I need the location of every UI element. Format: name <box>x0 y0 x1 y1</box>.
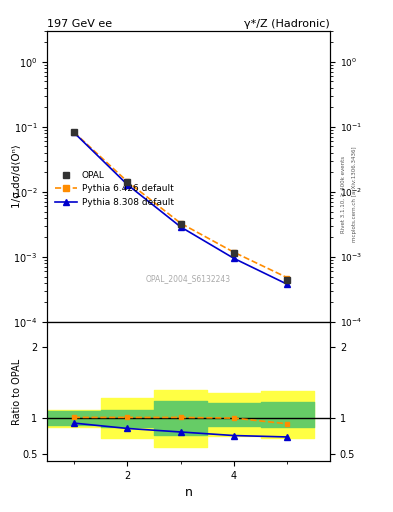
Text: mcplots.cern.ch [arXiv:1306.3436]: mcplots.cern.ch [arXiv:1306.3436] <box>352 147 357 242</box>
X-axis label: n: n <box>185 486 193 499</box>
Text: OPAL_2004_S6132243: OPAL_2004_S6132243 <box>146 274 231 283</box>
Y-axis label: 1/σ dσ/d⟨Oⁿ⟩: 1/σ dσ/d⟨Oⁿ⟩ <box>12 144 22 208</box>
Text: γ*/Z (Hadronic): γ*/Z (Hadronic) <box>244 18 330 29</box>
Text: 197 GeV ee: 197 GeV ee <box>47 18 112 29</box>
Y-axis label: Ratio to OPAL: Ratio to OPAL <box>12 358 22 424</box>
Text: Rivet 3.1.10, ≥ 400k events: Rivet 3.1.10, ≥ 400k events <box>341 156 346 233</box>
Legend: OPAL, Pythia 6.426 default, Pythia 8.308 default: OPAL, Pythia 6.426 default, Pythia 8.308… <box>55 171 174 207</box>
